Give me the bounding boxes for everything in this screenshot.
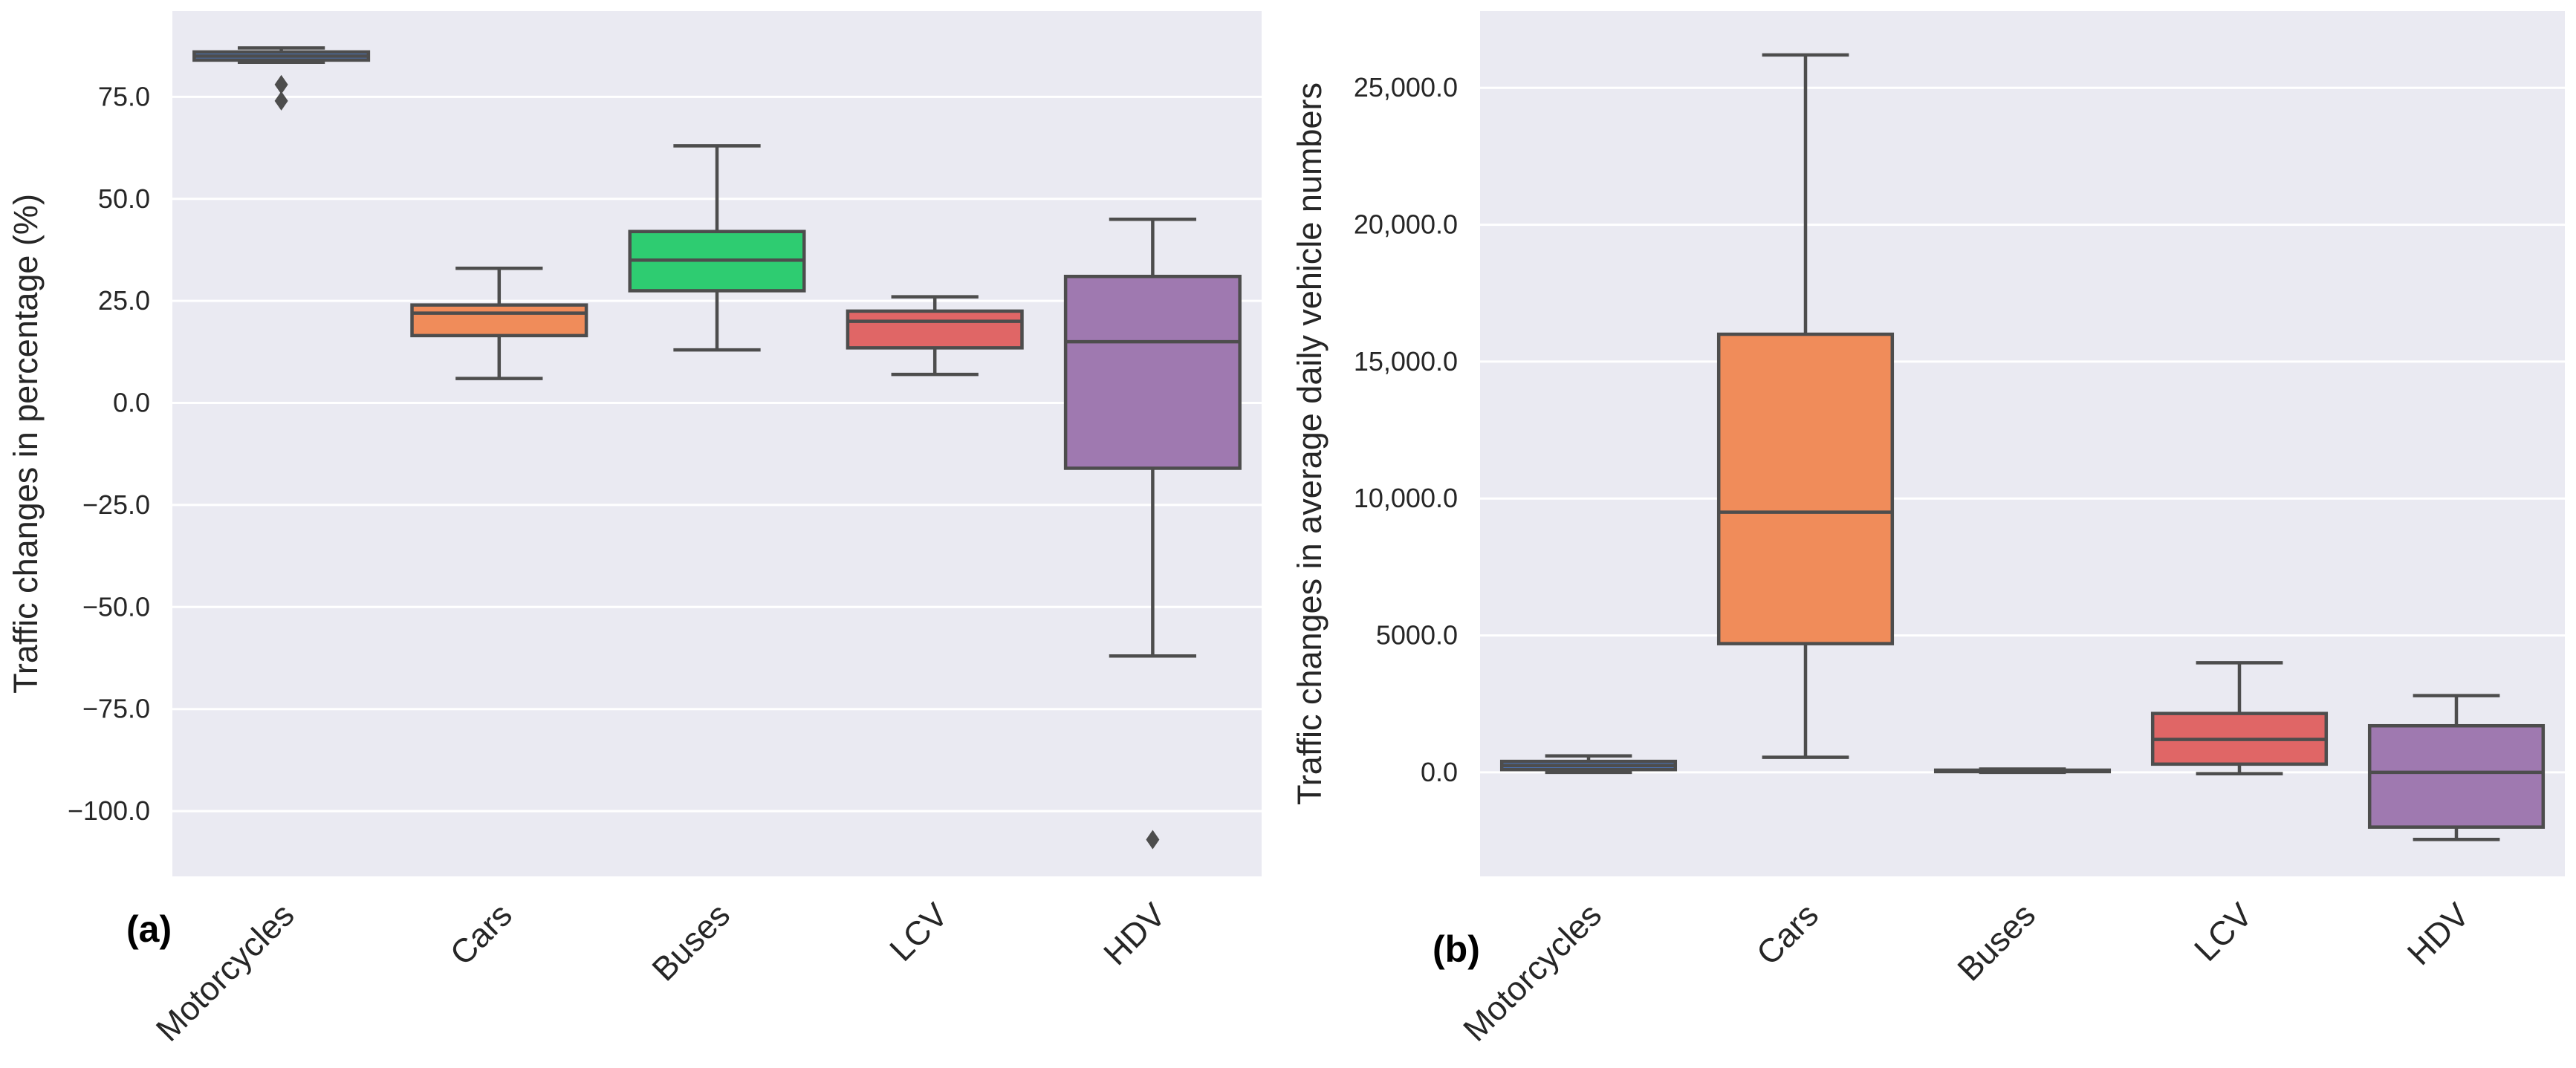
y-tick-label: 10,000.0 — [1354, 483, 1458, 513]
y-tick-label: 50.0 — [98, 183, 150, 214]
x-tick-label: Cars — [443, 896, 519, 972]
x-tick-label: HDV — [1096, 896, 1172, 972]
x-tick-label: Buses — [645, 896, 738, 989]
y-tick-label: 75.0 — [98, 81, 150, 111]
box-motorcycles — [1499, 754, 1678, 775]
box-buses — [1933, 767, 2112, 775]
outlier-point — [1146, 830, 1160, 850]
y-tick-label: 25.0 — [98, 285, 150, 316]
y-axis-label-b: Traffic changes in average daily vehicle… — [1291, 82, 1328, 805]
y-tick-label: 5000.0 — [1376, 620, 1458, 651]
box-cars — [410, 266, 588, 380]
box-iqr — [846, 309, 1024, 350]
y-tick-label: −50.0 — [82, 591, 150, 622]
x-tick-label: Motorcycles — [1456, 896, 1609, 1049]
y-tick-label: −100.0 — [68, 795, 150, 826]
box-hdv — [1063, 218, 1242, 850]
x-tick-label: Cars — [1749, 896, 1826, 972]
panel-label-a: (a) — [126, 908, 172, 950]
y-tick-label: 15,000.0 — [1354, 346, 1458, 377]
box-buses — [628, 144, 806, 352]
box-iqr — [1063, 274, 1242, 470]
box-iqr — [2367, 723, 2546, 829]
y-tick-label: −75.0 — [82, 694, 150, 724]
box-lcv — [846, 295, 1024, 377]
y-tick-label: −25.0 — [82, 489, 150, 520]
y-tick-label: 0.0 — [113, 388, 150, 418]
box-iqr — [410, 303, 588, 338]
box-iqr — [1716, 332, 1895, 645]
outlier-point — [274, 74, 288, 94]
outlier-point — [274, 91, 288, 111]
x-tick-label: HDV — [2400, 896, 2476, 972]
x-tick-label: LCV — [882, 896, 955, 968]
y-axis-label-a: Traffic changes in percentage (%) — [7, 194, 45, 694]
box-cars — [1716, 53, 1895, 759]
x-tick-label: Buses — [1950, 896, 2043, 989]
box-hdv — [2367, 694, 2546, 841]
chart-panel-a: Traffic changes in percentage (%) (a) 75… — [7, 11, 1262, 1049]
box-motorcycles — [192, 46, 371, 111]
x-tick-label: LCV — [2187, 896, 2259, 968]
chart-panel-b: Traffic changes in average daily vehicle… — [1291, 11, 2565, 1049]
y-tick-label: 0.0 — [1421, 757, 1458, 787]
y-tick-label: 25,000.0 — [1354, 72, 1458, 102]
panel-label-b: (b) — [1433, 928, 1480, 970]
box-lcv — [2150, 661, 2329, 775]
y-tick-label: 20,000.0 — [1354, 209, 1458, 240]
